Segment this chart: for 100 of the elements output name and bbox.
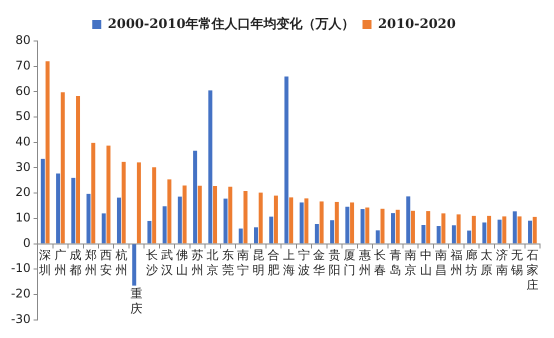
bar — [304, 198, 308, 244]
bar — [320, 201, 324, 244]
bar — [238, 228, 243, 244]
bar — [406, 196, 410, 244]
x-tick-label: 南京 — [404, 248, 417, 277]
bar — [426, 211, 430, 244]
bar — [512, 211, 517, 244]
x-tick-label: 长春 — [374, 248, 386, 277]
y-tick-label: 50 — [15, 109, 31, 124]
x-tick-label: 深圳 — [38, 248, 52, 277]
y-tick-label: 10 — [15, 210, 31, 225]
bar — [532, 216, 537, 244]
bar — [441, 213, 446, 244]
y-tick-label: 60 — [15, 84, 31, 98]
bar — [502, 216, 506, 244]
bar — [498, 220, 502, 244]
x-tick-label: 南昌 — [435, 248, 448, 277]
x-tick-label: 石家庄 — [526, 248, 538, 292]
x-tick-label: 厦门 — [344, 248, 356, 277]
bar — [330, 220, 334, 244]
x-tick-label: 福州 — [450, 248, 462, 277]
bar — [350, 202, 354, 244]
bar — [254, 227, 258, 244]
x-tick-label: 南宁 — [237, 248, 250, 277]
bar — [152, 167, 156, 244]
x-tick-label: 无锡 — [510, 248, 524, 277]
x-tick-label: 杭州 — [114, 248, 128, 277]
bar — [46, 61, 50, 244]
y-tick-label: 20 — [15, 185, 31, 200]
bar — [162, 206, 167, 244]
bar — [274, 196, 278, 244]
bar — [182, 185, 187, 244]
bar — [224, 198, 228, 244]
bar — [116, 198, 121, 244]
bar — [258, 192, 263, 244]
y-tick-label: -30 — [10, 312, 31, 326]
legend-label: 2000-2010年常住人口年均变化（万人） — [108, 16, 355, 32]
bar — [376, 230, 380, 244]
bar — [300, 202, 304, 244]
bar — [456, 214, 461, 244]
bar — [487, 216, 492, 244]
bar — [467, 230, 472, 244]
bar — [132, 244, 136, 286]
bar — [421, 225, 426, 244]
x-tick-label: 昆明 — [252, 248, 264, 277]
bar — [213, 186, 218, 244]
bar — [334, 202, 339, 244]
bar — [391, 213, 396, 244]
bar — [71, 178, 76, 244]
legend-label: 2010-2020 — [378, 16, 456, 32]
y-tick-label: -10 — [10, 261, 31, 276]
x-tick-label: 东莞 — [222, 248, 234, 277]
bar — [56, 174, 60, 244]
bar — [365, 208, 370, 244]
bar — [380, 208, 385, 244]
bar — [86, 194, 91, 244]
bar — [60, 92, 65, 244]
bar — [208, 90, 212, 244]
bar — [528, 220, 532, 244]
x-tick-label: 重庆 — [130, 286, 143, 316]
x-tick-label: 苏州 — [191, 248, 204, 277]
bar — [284, 76, 288, 244]
x-tick-label: 太原 — [480, 248, 493, 277]
x-tick-label: 北京 — [206, 248, 219, 277]
y-tick-label: 30 — [15, 160, 31, 174]
bar — [106, 146, 110, 244]
x-tick-label: 佛山 — [176, 248, 188, 277]
bar — [482, 222, 486, 244]
bar — [452, 225, 456, 244]
x-tick-label: 贵阳 — [328, 248, 340, 277]
bar — [178, 196, 182, 244]
bar — [167, 179, 172, 244]
bar — [228, 186, 232, 244]
y-tick-label: 70 — [15, 58, 31, 72]
x-tick-label: 金华 — [313, 248, 326, 277]
x-tick-label: 青岛 — [389, 248, 402, 277]
x-tick-label: 济南 — [496, 248, 508, 277]
bar — [76, 96, 80, 244]
bar — [198, 186, 202, 244]
bar — [102, 213, 106, 244]
x-tick-label: 合肥 — [268, 248, 280, 277]
bar — [243, 191, 248, 244]
bar — [396, 210, 400, 244]
bar — [314, 224, 319, 244]
y-tick-label: -20 — [10, 286, 31, 301]
bar — [122, 162, 126, 244]
y-tick-label: 40 — [15, 134, 31, 149]
bar — [410, 210, 415, 244]
bar — [345, 206, 350, 244]
x-tick-label: 西安 — [100, 248, 112, 277]
y-tick-label: 0 — [22, 236, 31, 250]
x-tick-label: 长沙 — [146, 248, 158, 277]
bar — [147, 220, 152, 244]
bar — [136, 162, 141, 244]
x-tick-label: 宁波 — [298, 248, 310, 277]
y-tick-label: 80 — [15, 33, 31, 48]
x-tick-label: 上海 — [282, 248, 295, 277]
bar — [91, 142, 96, 244]
x-tick-label: 廊坊 — [464, 248, 478, 277]
x-tick-label: 中山 — [420, 248, 432, 277]
